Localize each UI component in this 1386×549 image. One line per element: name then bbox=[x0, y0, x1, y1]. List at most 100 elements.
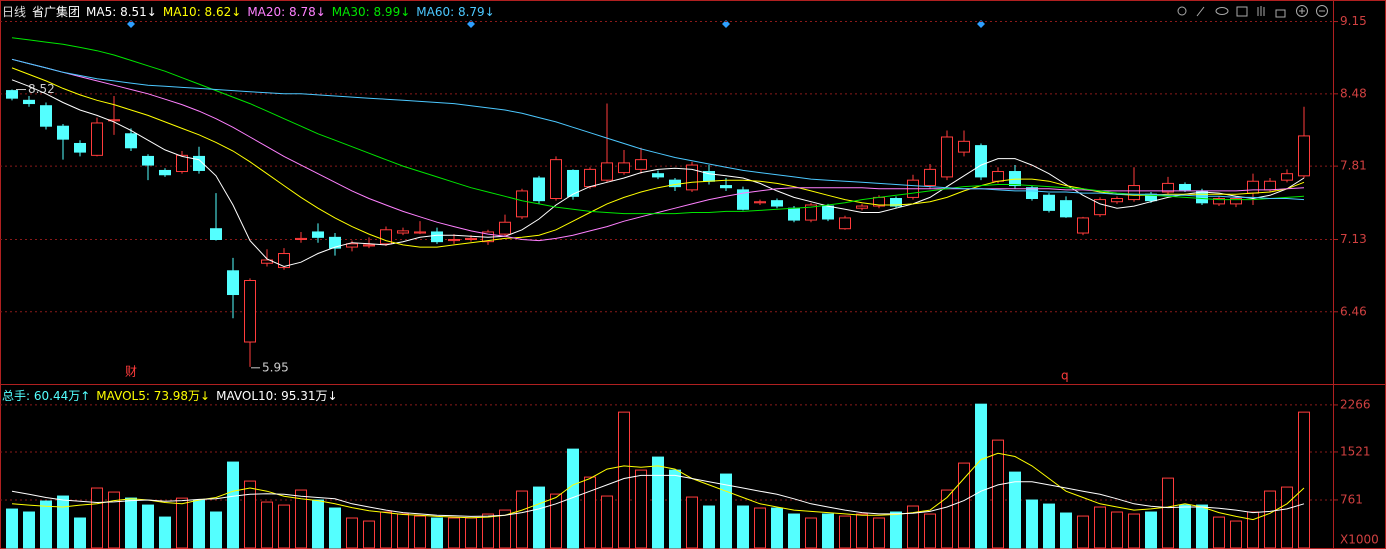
hand-icon[interactable] bbox=[1257, 6, 1265, 16]
volume-bar bbox=[788, 513, 800, 549]
volume-bar bbox=[482, 513, 494, 549]
candle-body bbox=[992, 171, 1004, 182]
ma-line bbox=[11, 79, 1305, 268]
candle-body bbox=[125, 133, 137, 149]
zoom-out-icon[interactable] bbox=[1316, 5, 1328, 17]
candle-body bbox=[788, 207, 800, 221]
volume-bar bbox=[210, 511, 222, 549]
volume-bar bbox=[669, 469, 681, 549]
event-marker: q bbox=[1061, 369, 1069, 383]
ma-line bbox=[11, 474, 1305, 517]
volume-bar bbox=[380, 511, 392, 549]
settings-icon[interactable] bbox=[1177, 6, 1187, 16]
candle-body bbox=[890, 198, 902, 207]
volume-bar bbox=[822, 513, 834, 549]
legend: MAVOL5: 73.98万↓ MAVOL10: 95.31万↓ bbox=[96, 389, 343, 403]
candle-body bbox=[397, 230, 409, 234]
box-icon[interactable] bbox=[1236, 6, 1248, 17]
legend-entry: MA20: 8.78↓ bbox=[247, 5, 326, 19]
volume-bar bbox=[1162, 477, 1174, 549]
candle-body bbox=[278, 253, 290, 269]
volume-bar bbox=[176, 497, 188, 549]
volume-bar bbox=[1213, 516, 1225, 549]
zoom-in-icon[interactable] bbox=[1296, 5, 1308, 17]
candle-body bbox=[805, 204, 817, 221]
volume-bar bbox=[108, 491, 120, 549]
candle-body bbox=[652, 173, 664, 178]
y-tick-label: 761 bbox=[1340, 492, 1363, 506]
price-header: 日线 省广集团 MA5: 8.51↓ MA10: 8.62↓ MA20: 8.78↓ MA… bbox=[2, 3, 507, 20]
draw-icon[interactable] bbox=[1196, 6, 1205, 17]
volume-bar bbox=[346, 517, 358, 549]
volume-bar bbox=[278, 504, 290, 549]
volume-bar bbox=[261, 501, 273, 549]
volume-bar bbox=[924, 513, 936, 549]
ma-line bbox=[11, 58, 1305, 201]
candle-body bbox=[567, 169, 579, 197]
view-icon[interactable] bbox=[1215, 7, 1229, 15]
volume-bar bbox=[431, 517, 443, 549]
info-marker[interactable] bbox=[977, 20, 985, 28]
y-tick-label: 2266 bbox=[1340, 397, 1371, 411]
volume-bar bbox=[193, 499, 205, 549]
candle-body bbox=[941, 136, 953, 178]
volume-bar bbox=[1043, 503, 1055, 549]
volume-bar bbox=[414, 515, 426, 549]
volume-bar bbox=[244, 480, 256, 549]
volume-bar bbox=[1298, 411, 1310, 549]
event-marker: 财 bbox=[125, 365, 137, 379]
info-marker[interactable] bbox=[127, 20, 135, 28]
candle-body bbox=[193, 155, 205, 171]
candle-body bbox=[57, 125, 69, 140]
candle-body bbox=[91, 122, 103, 156]
candle-body bbox=[1264, 180, 1276, 191]
info-marker[interactable] bbox=[467, 20, 475, 28]
candle-body bbox=[244, 280, 256, 343]
candle-body bbox=[1247, 180, 1259, 194]
legend-entry: MAVOL10: 95.31万↓ bbox=[216, 389, 338, 403]
candle-body bbox=[771, 200, 783, 207]
volume-bar bbox=[159, 516, 171, 549]
volume-bar bbox=[1196, 504, 1208, 549]
volume-bar bbox=[397, 513, 409, 549]
volume-bar bbox=[652, 456, 664, 549]
volume-bar bbox=[550, 493, 562, 549]
candle-body bbox=[414, 231, 426, 234]
volume-bar bbox=[1077, 515, 1089, 549]
candle-body bbox=[346, 243, 358, 248]
volume-bar bbox=[873, 517, 885, 549]
volume-bar bbox=[992, 439, 1004, 549]
y-tick-label: 8.48 bbox=[1340, 86, 1367, 100]
candle-body bbox=[924, 168, 936, 187]
volume-bar bbox=[771, 507, 783, 549]
candle-body bbox=[380, 229, 392, 245]
legend-entry: MA5: 8.51↓ bbox=[86, 5, 157, 19]
volume-bar bbox=[1264, 490, 1276, 549]
toolbar bbox=[1177, 5, 1328, 18]
volume-bar bbox=[1128, 513, 1140, 549]
candle-body bbox=[176, 154, 188, 173]
candle-body bbox=[516, 190, 528, 218]
volume-header: 总手: 60.44万↑ MAVOL5: 73.98万↓ MAVOL10: 95.31… bbox=[2, 387, 350, 404]
annotation: 8.52 bbox=[28, 82, 55, 96]
volume-bar bbox=[856, 513, 868, 549]
ma-line bbox=[11, 67, 1305, 248]
volume-bar bbox=[1145, 511, 1157, 549]
volume-bar bbox=[227, 461, 239, 549]
volume-bar bbox=[516, 490, 528, 549]
volume-bar bbox=[805, 517, 817, 549]
lock-icon[interactable] bbox=[1275, 9, 1286, 18]
volume-title: 总手: 60.44万↑ bbox=[2, 389, 91, 403]
volume-bar bbox=[6, 508, 18, 549]
volume-bar bbox=[1247, 511, 1259, 549]
volume-bar bbox=[567, 448, 579, 549]
candle-body bbox=[142, 155, 154, 166]
candle-body bbox=[1281, 173, 1293, 181]
info-marker[interactable] bbox=[722, 20, 730, 28]
y-tick-label: 7.13 bbox=[1340, 232, 1367, 246]
zoom-in-sign bbox=[1299, 8, 1305, 14]
volume-bar bbox=[448, 517, 460, 549]
legend-entry: MA60: 8.79↓ bbox=[416, 5, 495, 19]
volume-bar bbox=[1111, 511, 1123, 549]
